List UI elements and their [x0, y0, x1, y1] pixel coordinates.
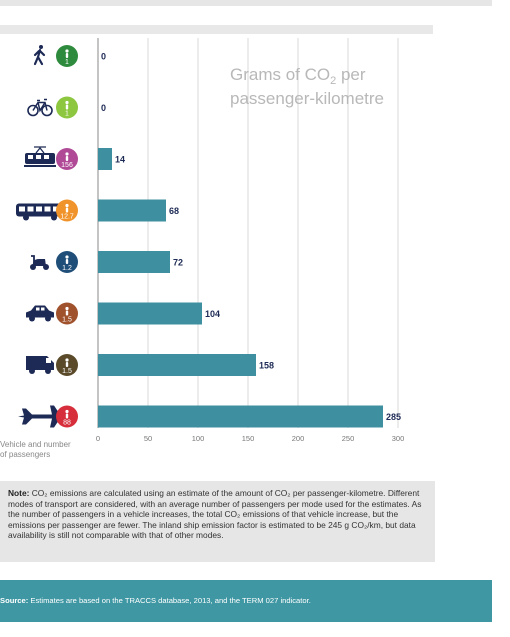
person-icon	[65, 358, 69, 362]
passenger-count: 1	[65, 59, 69, 66]
note-text: CO₂ emissions are calculated using an es…	[8, 488, 422, 541]
x-tick-label: 100	[192, 434, 205, 443]
bar-value-label: 0	[101, 52, 106, 62]
x-tick-label: 250	[342, 434, 355, 443]
bar-value-label: 0	[101, 103, 106, 113]
passenger-count: 1.5	[62, 317, 72, 324]
bar	[98, 354, 256, 376]
passenger-count: 88	[63, 420, 71, 427]
walking-icon	[33, 45, 46, 66]
person-icon	[65, 306, 69, 311]
axis-note-line-2: of passengers	[0, 450, 51, 459]
bar-value-label: 158	[259, 361, 274, 371]
person-icon-body	[65, 156, 69, 161]
passenger-count: 156	[61, 162, 73, 169]
axis-note-line-1: Vehicle and number	[0, 440, 71, 449]
person-icon	[65, 409, 69, 414]
bus-icon	[16, 203, 64, 221]
van-icon	[26, 356, 54, 374]
person-icon	[65, 203, 69, 208]
source-label: Source:	[0, 596, 29, 605]
note-label: Note:	[8, 488, 30, 498]
source-text: Estimates are based on the TRACCS databa…	[30, 596, 311, 605]
bar	[98, 302, 202, 325]
passenger-count: 1.5	[62, 368, 72, 375]
x-tick-label: 200	[292, 434, 305, 443]
bar	[98, 251, 170, 273]
person-icon-body	[65, 310, 69, 316]
bar-value-label: 14	[115, 155, 125, 165]
chart-title: Grams of CO2 per	[230, 65, 366, 87]
bar	[98, 148, 112, 170]
bar-value-label: 104	[205, 309, 220, 319]
note-box: Note: CO₂ emissions are calculated using…	[0, 481, 435, 562]
person-icon-body	[65, 207, 69, 213]
person-icon-body	[65, 362, 69, 367]
airplane-icon	[18, 405, 66, 428]
x-tick-label: 50	[144, 434, 152, 443]
x-tick-label: 0	[96, 434, 100, 443]
bar	[98, 199, 166, 222]
bar-value-label: 68	[169, 206, 179, 216]
x-tick-label: 150	[242, 434, 255, 443]
person-icon-body	[65, 53, 69, 58]
co2-bar-chart: Grams of CO2 per passenger-kilometre 1 0 1 0 1…	[16, 38, 405, 443]
passenger-count: 12.7	[60, 214, 74, 221]
person-icon	[65, 100, 69, 105]
x-tick-label: 300	[392, 434, 405, 443]
person-icon	[65, 152, 69, 156]
bar	[98, 405, 383, 428]
passenger-count: 1.2	[62, 265, 72, 272]
person-icon	[65, 255, 69, 259]
person-icon-body	[65, 104, 69, 110]
bar-value-label: 72	[173, 258, 183, 268]
axis-note: Vehicle and number of passengers	[0, 440, 90, 460]
person-icon	[65, 49, 69, 53]
source-bar: Source: Estimates are based on the TRACC…	[0, 580, 492, 622]
bicycle-icon	[27, 98, 53, 117]
scooter-icon	[30, 255, 49, 270]
passenger-count: 1	[65, 111, 69, 118]
chart-title-line-2: passenger-kilometre	[230, 89, 384, 108]
header-band	[0, 25, 433, 34]
bar-value-label: 285	[386, 412, 401, 422]
person-icon-body	[65, 413, 69, 419]
train-icon	[24, 146, 56, 167]
top-band	[0, 0, 492, 6]
person-icon-body	[65, 259, 69, 264]
car-icon	[26, 305, 54, 322]
